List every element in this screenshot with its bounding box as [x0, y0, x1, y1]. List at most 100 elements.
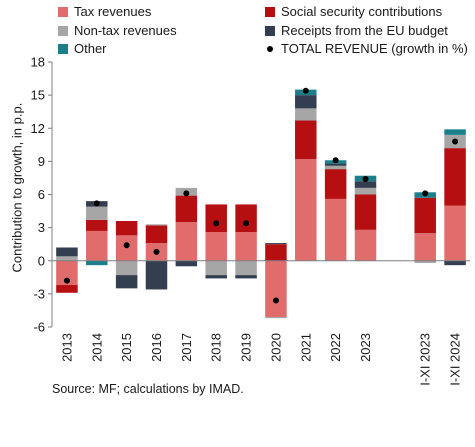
bar-segment-eu-budget: [324, 163, 347, 166]
bar-segment-social-security: [354, 194, 377, 230]
legend-label-tax-revenues: Tax revenues: [74, 4, 152, 19]
x-tick-label: 2014: [89, 333, 104, 362]
y-tick-label: -3: [33, 286, 45, 301]
legend-label-other: Other: [74, 41, 107, 56]
bar-segment-social-security: [444, 148, 466, 206]
x-tick-label: 2021: [298, 333, 313, 362]
y-tick-label: 15: [31, 88, 45, 103]
bar-segment-non-tax-revenues: [86, 206, 108, 220]
y-tick-label: 3: [38, 220, 45, 235]
bar-segment-tax-revenues: [205, 232, 227, 261]
bar-segment-eu-budget: [354, 181, 377, 188]
bar-segment-social-security: [235, 204, 257, 233]
total-revenue-point: [452, 138, 459, 145]
bar-segment-eu-budget: [295, 95, 317, 109]
legend-item-other: Other: [58, 41, 107, 56]
source-note: Source: MF; calculations by IMAD.: [52, 382, 244, 396]
legend-swatch-non-tax-revenues: [58, 25, 68, 36]
bar-segment-non-tax-revenues: [115, 260, 138, 276]
bar-segment-eu-budget: [175, 260, 198, 267]
bar-segment-eu-budget: [235, 275, 257, 279]
legend-dot-total-revenue: [267, 45, 273, 52]
legend-label-social-security: Social security contributions: [281, 4, 443, 19]
bar-segment-non-tax-revenues: [205, 260, 227, 276]
legend-item-non-tax-revenues: Non-tax revenues: [58, 23, 177, 38]
x-tick-label: 2019: [239, 333, 254, 362]
bar-segment-tax-revenues: [295, 159, 317, 261]
bar-segment-social-security: [115, 221, 138, 236]
bar-segment-eu-budget: [56, 247, 78, 257]
y-tick-label: 6: [38, 187, 45, 202]
bar-segment-other: [444, 129, 466, 135]
bar-segment-tax-revenues: [354, 229, 377, 261]
legend-swatch-other: [58, 43, 68, 54]
bar-segment-tax-revenues: [324, 198, 347, 261]
y-tick-label: 0: [38, 253, 45, 268]
total-revenue-point: [63, 277, 70, 284]
bar-segment-social-security: [145, 225, 168, 244]
bar-segment-social-security: [175, 195, 198, 223]
total-revenue-point: [183, 190, 190, 197]
bar-segment-social-security: [324, 169, 347, 199]
bar-segment-eu-budget: [205, 275, 227, 279]
bar-segment-social-security: [414, 197, 436, 234]
x-tick-label: 2018: [209, 333, 224, 362]
x-tick-label: 2013: [59, 333, 74, 362]
bar-segment-tax-revenues: [414, 233, 436, 261]
x-tick-label: 2016: [149, 333, 164, 362]
bar-segment-tax-revenues: [175, 222, 198, 261]
x-tick-label: 2015: [119, 333, 134, 362]
bar-segment-tax-revenues: [265, 260, 287, 318]
bar-segment-social-security: [56, 285, 78, 293]
y-tick-label: 18: [31, 55, 45, 70]
total-revenue-point: [93, 200, 100, 207]
legend-item-tax-revenues: Tax revenues: [58, 4, 151, 19]
total-revenue-point: [422, 190, 429, 197]
bar-segment-social-security: [295, 120, 317, 160]
bar-segment-social-security: [265, 244, 287, 261]
legend-item-eu-budget: Receipts from the EU budget: [265, 23, 448, 38]
bar-segment-eu-budget: [145, 260, 168, 290]
legend-item-social-security: Social security contributions: [265, 4, 442, 19]
bar-segment-tax-revenues: [444, 205, 466, 261]
bar-segment-non-tax-revenues: [414, 260, 436, 263]
bar-segment-eu-budget: [444, 260, 466, 266]
x-tick-label: I-XI 2024: [448, 333, 463, 386]
legend-swatch-tax-revenues: [58, 6, 68, 17]
legend-label-total-revenue: TOTAL REVENUE (growth in %): [281, 41, 468, 56]
total-revenue-point: [123, 242, 130, 249]
bar-segment-non-tax-revenues: [145, 224, 168, 226]
legend-swatch-social-security: [265, 6, 275, 17]
bar-segment-other: [86, 260, 108, 266]
y-tick-label: -6: [33, 320, 45, 335]
legend-item-total-revenue: TOTAL REVENUE (growth in %): [265, 41, 468, 56]
total-revenue-point: [213, 220, 220, 227]
y-tick-label: 12: [31, 121, 45, 136]
x-tick-label: 2017: [179, 333, 194, 362]
total-revenue-point: [243, 220, 250, 227]
x-tick-label: 2023: [358, 333, 373, 362]
total-revenue-point: [272, 297, 279, 304]
total-revenue-point: [153, 248, 160, 255]
bar-segment-non-tax-revenues: [354, 187, 377, 195]
legend-swatch-eu-budget: [265, 25, 275, 36]
bar-segment-tax-revenues: [56, 260, 78, 286]
y-tick-label: 9: [38, 154, 45, 169]
bar-segment-non-tax-revenues: [295, 108, 317, 121]
bar-segment-non-tax-revenues: [324, 165, 347, 170]
total-revenue-point: [362, 176, 369, 183]
legend-label-non-tax-revenues: Non-tax revenues: [74, 23, 177, 38]
bar-segment-eu-budget: [115, 275, 138, 289]
bar-segment-social-security: [205, 204, 227, 233]
bar-segment-non-tax-revenues: [56, 256, 78, 261]
bar-segment-tax-revenues: [235, 232, 257, 261]
legend-label-eu-budget: Receipts from the EU budget: [281, 23, 448, 38]
x-tick-label: 2022: [328, 333, 343, 362]
x-tick-label: I-XI 2023: [418, 333, 433, 386]
bar-segment-eu-budget: [265, 243, 287, 245]
total-revenue-point: [302, 87, 309, 94]
x-tick-label: 2020: [268, 333, 283, 362]
bar-segment-tax-revenues: [86, 230, 108, 261]
total-revenue-point: [332, 157, 339, 164]
